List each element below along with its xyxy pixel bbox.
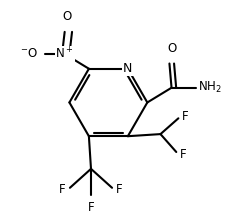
Text: N$^+$: N$^+$ — [55, 46, 74, 62]
Text: F: F — [116, 183, 123, 196]
Text: F: F — [88, 201, 94, 215]
Text: O: O — [62, 10, 71, 24]
Text: F: F — [180, 148, 187, 161]
Text: NH$_2$: NH$_2$ — [198, 80, 222, 95]
Text: $^{-}$O: $^{-}$O — [20, 48, 38, 60]
Text: N: N — [123, 62, 133, 75]
Text: F: F — [182, 110, 189, 123]
Text: F: F — [59, 183, 66, 196]
Text: O: O — [167, 42, 177, 55]
